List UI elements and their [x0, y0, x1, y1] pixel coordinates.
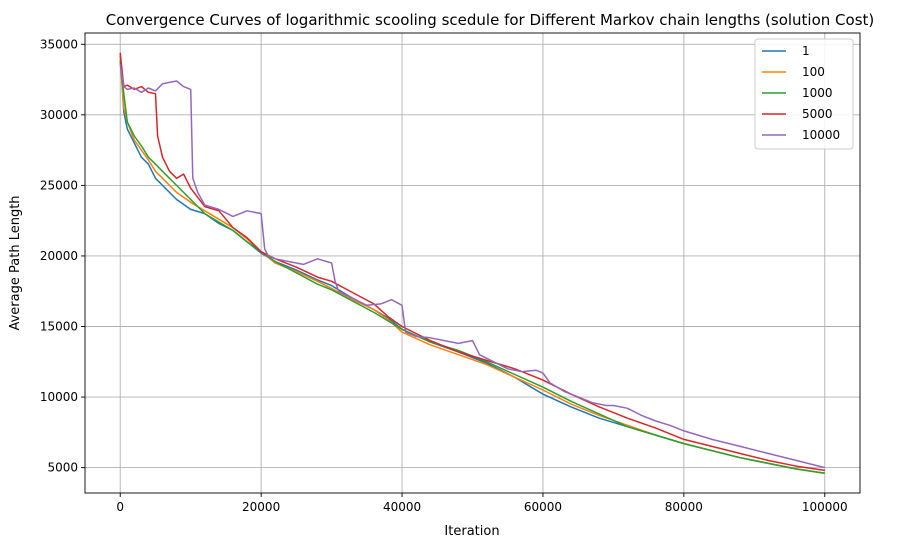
x-tick-label: 20000: [242, 500, 280, 514]
chart-title: Convergence Curves of logarithmic scooli…: [106, 11, 875, 29]
legend-label-1: 1: [802, 44, 810, 58]
series-line-10000: [119, 63, 825, 469]
x-tick-label: 40000: [383, 500, 421, 514]
series-line-1000: [119, 61, 825, 474]
axes-frame: [84, 32, 861, 494]
legend-label-100: 100: [802, 65, 825, 79]
x-tick-label: 100000: [802, 500, 848, 514]
series-lines: [119, 52, 825, 474]
series-line-1: [119, 55, 825, 474]
y-tick-label: 25000: [40, 178, 78, 192]
ticks: 0 20000 40000 60000 80000 1000005000100001500…: [40, 37, 848, 514]
y-axis-title: Average Path Length: [8, 195, 23, 330]
y-tick-label: 10000: [40, 390, 78, 404]
y-tick-label: 35000: [40, 37, 78, 51]
x-tick-label: 80000: [665, 500, 703, 514]
x-tick-label: 0: [116, 500, 124, 514]
x-tick-label: 60000: [524, 500, 562, 514]
series-line-5000: [119, 52, 825, 472]
legend-label-10000: 10000: [802, 128, 840, 142]
y-tick-label: 15000: [40, 319, 78, 333]
y-tick-label: 5000: [47, 461, 78, 475]
x-axis-title: Iteration: [444, 524, 499, 539]
series-line-100: [119, 56, 825, 474]
y-tick-label: 20000: [40, 249, 78, 263]
legend: 1 100 1000 5000 10000: [754, 38, 854, 150]
legend-box: [754, 38, 854, 150]
legend-label-1000: 1000: [802, 86, 833, 100]
grid: [85, 33, 860, 493]
y-tick-label: 30000: [40, 108, 78, 122]
legend-label-5000: 5000: [802, 107, 833, 121]
